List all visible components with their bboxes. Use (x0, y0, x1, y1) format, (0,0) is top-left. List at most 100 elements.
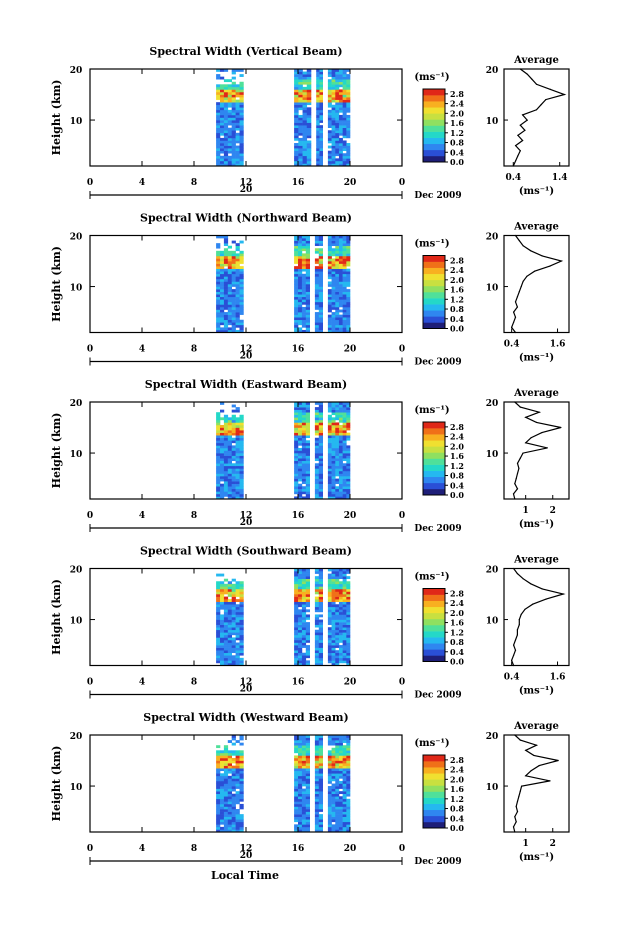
heatmap-cell (239, 143, 244, 146)
heatmap-cell (216, 266, 221, 269)
heatmap-cell (346, 153, 351, 157)
heatmap-cell (346, 637, 351, 641)
x-tick-label: 8 (191, 844, 197, 854)
heatmap-cell (318, 816, 323, 820)
heatmap-cell (231, 801, 236, 805)
heatmap-cell (223, 824, 229, 828)
heatmap-cell (331, 486, 336, 490)
heatmap-cell (335, 740, 340, 743)
heatmap-cell (338, 294, 343, 298)
heatmap-cell (338, 604, 343, 608)
heatmap-cell (301, 639, 307, 643)
heatmap-cell (220, 470, 225, 474)
heatmap-cell (338, 573, 343, 577)
heatmap-cell (331, 163, 336, 167)
heatmap-cell (327, 445, 332, 449)
heatmap-cell (306, 163, 312, 167)
heatmap-cell (216, 278, 221, 282)
heatmap-cell (216, 160, 221, 164)
heatmap-cell (342, 314, 347, 318)
heatmap-cell (231, 271, 236, 275)
heatmap-cell (216, 760, 221, 764)
heatmap-cell (346, 821, 351, 825)
heatmap-cell (294, 765, 299, 769)
colorbar-tick-label: 2.0 (450, 108, 464, 118)
heatmap-cell (319, 99, 323, 103)
heatmap-cell (298, 662, 303, 666)
heatmap-cell (335, 458, 340, 462)
heatmap-cell (227, 319, 232, 323)
heatmap-cell (235, 155, 240, 159)
heatmap-cell (227, 778, 232, 782)
heatmap-cell (331, 606, 336, 610)
heatmap-cell (298, 821, 303, 825)
heatmap-cell (338, 427, 343, 431)
heatmap-cell (235, 442, 240, 446)
heatmap-cell (298, 440, 303, 444)
heatmap-cell (298, 788, 303, 792)
heatmap-cell (294, 614, 299, 618)
heatmap-cell (227, 483, 232, 487)
heatmap-cell (335, 617, 340, 620)
heatmap-cell (298, 263, 303, 267)
heatmap-cell (305, 622, 310, 625)
heatmap-cell (342, 642, 347, 646)
heatmap-cell (301, 596, 307, 600)
heatmap-cell (331, 306, 336, 310)
heatmap-cell (223, 473, 229, 477)
heatmap-cell (235, 153, 240, 157)
heatmap-cell (338, 645, 343, 648)
heatmap-cell (302, 160, 308, 164)
heatmap-cell (331, 289, 336, 292)
average-point (514, 831, 516, 833)
heatmap-cell (335, 791, 340, 795)
heatmap-cell (294, 583, 299, 587)
heatmap-cell (227, 614, 232, 618)
heatmap-cell (223, 465, 229, 469)
heatmap-cell (314, 447, 320, 451)
heatmap-cell (298, 619, 303, 623)
heatmap-cell (223, 829, 229, 833)
heatmap-cell (227, 639, 232, 643)
heatmap-cell (305, 255, 310, 259)
heatmap-cell (306, 84, 312, 88)
heatmap-cell (338, 158, 343, 162)
heatmap-cell (227, 86, 232, 90)
heatmap-cell (298, 299, 303, 303)
heatmap-cell (331, 114, 336, 118)
heatmap-cell (298, 611, 303, 615)
heatmap-cell (335, 801, 340, 805)
heatmap-cell (298, 629, 303, 633)
heatmap-cell (220, 122, 225, 126)
heatmap-cell (298, 803, 303, 807)
heatmap-cell (318, 407, 323, 410)
heatmap-cell (294, 412, 299, 416)
heatmap-cell (331, 622, 336, 625)
heatmap-cell (342, 435, 347, 439)
heatmap-cell (223, 606, 229, 610)
average-frame (503, 734, 570, 833)
heatmap-cell (301, 235, 307, 239)
heatmap-cell (327, 809, 332, 812)
heatmap-cell (327, 419, 332, 423)
heatmap-cell (216, 322, 221, 326)
heatmap-cell (331, 632, 336, 636)
heatmap-cell (331, 253, 336, 257)
heatmap-cell (305, 447, 310, 451)
heatmap-cell (220, 276, 225, 280)
heatmap-cell (342, 404, 347, 408)
heatmap-cell (342, 102, 347, 106)
heatmap-cell (227, 102, 232, 106)
heatmap-cell (223, 137, 229, 141)
heatmap-cell (318, 317, 323, 321)
heatmap-cell (301, 803, 307, 807)
heatmap-cell (220, 109, 225, 113)
heatmap-cell (216, 89, 221, 93)
heatmap-cell (298, 143, 303, 146)
heatmap-cell (305, 634, 310, 638)
heatmap-cell (338, 89, 343, 93)
heatmap-cell (298, 650, 303, 654)
heatmap-cell (327, 447, 332, 451)
heatmap-cell (314, 765, 320, 769)
heatmap-cell (231, 81, 236, 85)
